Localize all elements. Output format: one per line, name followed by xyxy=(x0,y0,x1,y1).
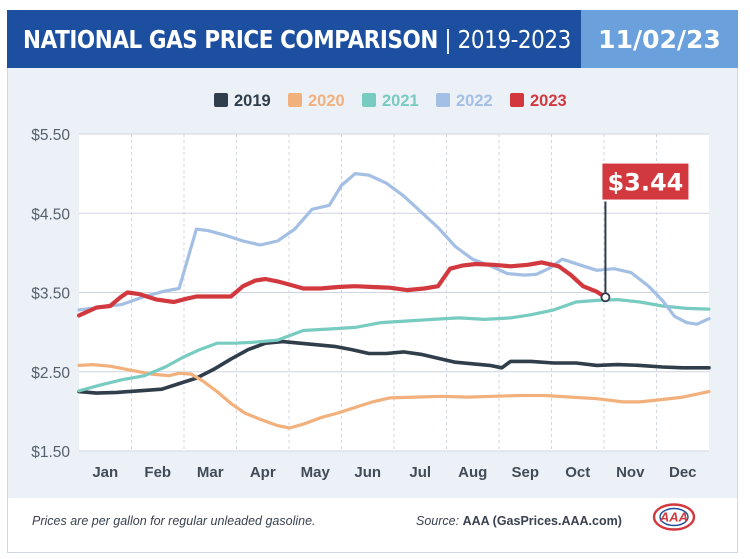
x-tick-label: Apr xyxy=(250,464,276,481)
source-credit: Source: AAA (GasPrices.AAA.com) xyxy=(416,514,622,528)
date-badge: 11/02/23 xyxy=(581,10,738,68)
callout-box xyxy=(600,161,691,202)
legend-swatch-2021 xyxy=(362,93,376,107)
title-main: NATIONAL GAS PRICE COMPARISON xyxy=(23,24,438,54)
logo-text: AAA xyxy=(659,510,688,525)
legend-swatch-2022 xyxy=(436,93,450,107)
footer: Prices are per gallon for regular unlead… xyxy=(8,498,737,552)
chart-panel: $5.50 $4.50 $3.50 $2.50 $1.50 Jan Feb Mar Apr May… xyxy=(8,68,737,498)
series-line-2023 xyxy=(76,260,608,318)
y-tick-label: $5.50 xyxy=(31,127,70,144)
x-tick-label: Oct xyxy=(565,464,590,481)
series-line-2022 xyxy=(77,171,711,326)
title-years: 2019-2023 xyxy=(457,24,572,54)
legend-label-2020: 2020 xyxy=(308,92,345,110)
y-tick-label: $3.50 xyxy=(31,286,70,303)
x-tick-label: Sep xyxy=(511,464,539,481)
legend-swatch-2019 xyxy=(214,93,228,107)
x-tick-label: May xyxy=(301,464,331,481)
y-tick-label: $4.50 xyxy=(31,206,70,223)
legend-label-2023: 2023 xyxy=(530,92,567,110)
gas-price-chart: $5.50 $4.50 $3.50 $2.50 $1.50 Jan Feb Mar Apr May… xyxy=(31,92,711,481)
x-tick-label: Mar xyxy=(197,464,224,481)
aaa-logo: AAA xyxy=(652,503,696,531)
legend-swatch-2023 xyxy=(510,93,524,107)
header: NATIONAL GAS PRICE COMPARISON | 2019-202… xyxy=(7,10,738,68)
series-line-2019 xyxy=(77,339,711,395)
legend-label-2019: 2019 xyxy=(234,92,271,110)
footnote: Prices are per gallon for regular unlead… xyxy=(32,514,316,528)
legend-swatch-2020 xyxy=(288,93,302,107)
source-name: AAA (GasPrices.AAA.com) xyxy=(462,514,622,528)
series-line-2020 xyxy=(77,363,711,430)
page-title: NATIONAL GAS PRICE COMPARISON | 2019-202… xyxy=(23,25,571,54)
x-tick-label: Aug xyxy=(458,464,487,481)
x-tick-label: Dec xyxy=(669,464,697,481)
x-tick-label: Jun xyxy=(354,464,381,481)
x-tick-label: Jul xyxy=(409,464,431,481)
title-band: NATIONAL GAS PRICE COMPARISON | 2019-202… xyxy=(7,10,581,68)
y-tick-label: $1.50 xyxy=(31,444,70,461)
callout-marker xyxy=(600,292,611,303)
x-tick-label: Jan xyxy=(92,464,118,481)
title-separator: | xyxy=(444,24,452,54)
y-tick-label: $2.50 xyxy=(31,365,70,382)
legend-label-2021: 2021 xyxy=(382,92,419,110)
legend-label-2022: 2022 xyxy=(456,92,493,110)
x-tick-label: Nov xyxy=(616,464,645,481)
callout-label: $3.44 xyxy=(607,169,683,197)
source-label: Source: xyxy=(416,514,460,528)
x-tick-label: Feb xyxy=(144,464,171,481)
